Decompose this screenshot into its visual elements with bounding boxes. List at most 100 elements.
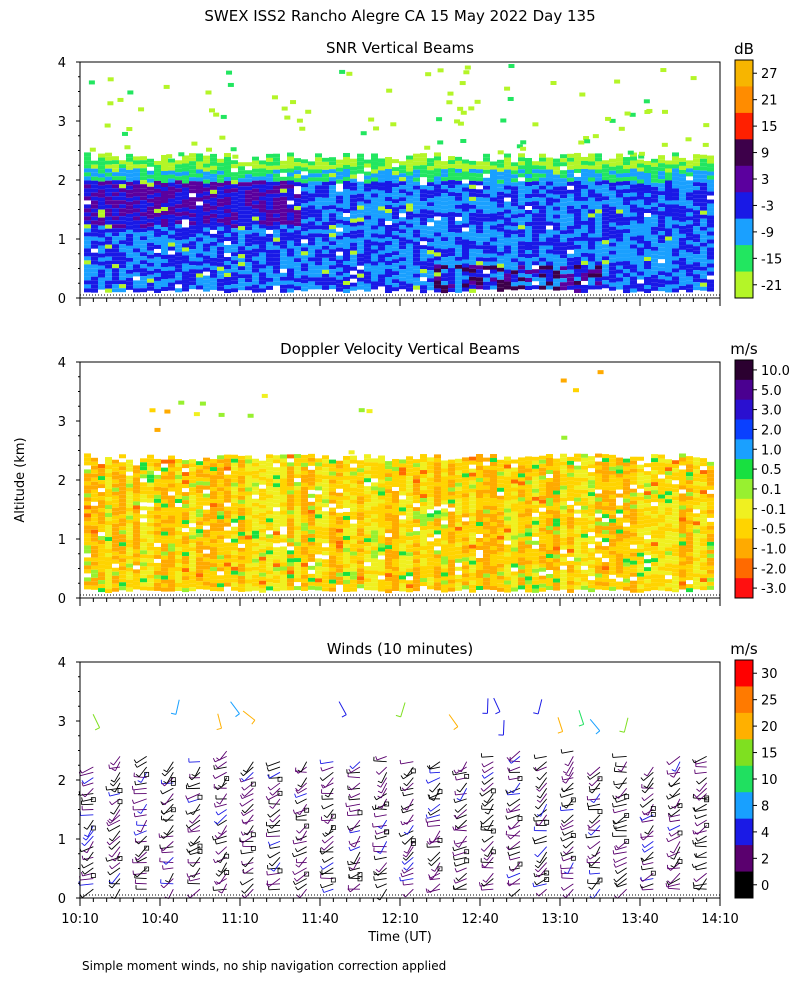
doppler-cell — [287, 486, 294, 491]
snr-sparse-echo — [474, 99, 481, 104]
snr-cell — [182, 267, 189, 272]
snr-cell — [630, 260, 637, 265]
doppler-cell — [161, 563, 168, 568]
doppler-cell — [371, 502, 378, 507]
doppler-cell — [259, 536, 266, 541]
doppler-cell — [112, 583, 119, 588]
snr-cell — [693, 158, 700, 163]
snr-cell — [595, 265, 602, 270]
snr-cell — [294, 234, 301, 239]
snr-cell — [287, 188, 294, 193]
snr-cell — [126, 153, 133, 158]
snr-cell — [588, 281, 595, 286]
snr-cell — [161, 182, 168, 187]
doppler-cell — [336, 496, 343, 501]
snr-cell — [385, 269, 392, 274]
snr-cell — [504, 201, 511, 206]
doppler-cell — [140, 554, 147, 559]
snr-cell — [406, 283, 413, 288]
snr-cell — [210, 169, 217, 174]
doppler-cell — [154, 570, 161, 575]
snr-cell — [315, 161, 322, 166]
snr-cell — [126, 249, 133, 254]
doppler-cell — [406, 572, 413, 577]
snr-cell — [308, 241, 315, 246]
doppler-cell — [287, 474, 294, 479]
snr-cell — [483, 185, 490, 190]
doppler-cell — [119, 550, 126, 555]
snr-cell — [637, 271, 644, 276]
doppler-cell — [357, 464, 364, 469]
snr-cell — [455, 192, 462, 197]
doppler-cell — [266, 514, 273, 519]
snr-cell — [196, 241, 203, 246]
doppler-cell — [392, 466, 399, 471]
doppler-cell — [189, 515, 196, 520]
snr-cell — [147, 258, 154, 263]
snr-cell — [469, 244, 476, 249]
snr-cell — [644, 256, 651, 261]
snr-cell — [462, 211, 469, 216]
doppler-cell — [182, 460, 189, 465]
snr-cell — [476, 273, 483, 278]
snr-cell — [210, 285, 217, 290]
snr-cell — [280, 224, 287, 229]
doppler-cell — [126, 583, 133, 588]
doppler-cell — [378, 459, 385, 464]
doppler-cell — [301, 582, 308, 587]
snr-cell — [168, 194, 175, 199]
snr-cell — [623, 273, 630, 278]
snr-cell — [154, 256, 161, 261]
snr-cell — [581, 184, 588, 189]
doppler-cell — [98, 564, 105, 569]
snr-cell — [147, 170, 154, 175]
snr-cell — [427, 170, 434, 175]
snr-cell — [518, 193, 525, 198]
doppler-cell — [364, 550, 371, 555]
doppler-cell — [252, 466, 259, 471]
snr-cell — [399, 273, 406, 278]
snr-cell — [252, 260, 259, 265]
snr-cell — [441, 261, 448, 266]
snr-cell — [350, 274, 357, 279]
snr-sparse-echo — [624, 111, 631, 116]
doppler-cell — [336, 472, 343, 477]
doppler-cell — [196, 533, 203, 538]
snr-cell — [280, 212, 287, 217]
doppler-cell — [105, 565, 112, 570]
snr-cell — [329, 261, 336, 266]
snr-cell — [210, 265, 217, 270]
snr-cell — [532, 177, 539, 182]
snr-cell — [294, 162, 301, 167]
doppler-cell — [189, 579, 196, 584]
snr-cell — [308, 189, 315, 194]
snr-cell — [658, 255, 665, 260]
snr-cell — [140, 244, 147, 249]
snr-cell — [343, 152, 350, 157]
doppler-cell — [476, 541, 483, 546]
snr-cell — [217, 222, 224, 227]
snr-cell — [490, 201, 497, 206]
doppler-cell — [301, 490, 308, 495]
snr-cell — [651, 210, 658, 215]
doppler-cell — [308, 565, 315, 570]
snr-cell — [315, 213, 322, 218]
snr-cell — [672, 276, 679, 281]
doppler-cell — [238, 547, 245, 552]
snr-cell — [420, 237, 427, 242]
snr-cell — [210, 261, 217, 266]
snr-cell — [196, 161, 203, 166]
doppler-cell — [238, 531, 245, 536]
snr-cell — [91, 204, 98, 209]
snr-cell — [287, 252, 294, 257]
snr-cell — [217, 234, 224, 239]
doppler-cell — [434, 510, 441, 515]
doppler-cell — [322, 559, 329, 564]
doppler-cell — [259, 472, 266, 477]
doppler-cell — [371, 514, 378, 519]
snr-cell — [700, 178, 707, 183]
snr-cell — [196, 197, 203, 202]
snr-cell — [210, 177, 217, 182]
snr-cell — [595, 209, 602, 214]
snr-cell — [511, 286, 518, 291]
